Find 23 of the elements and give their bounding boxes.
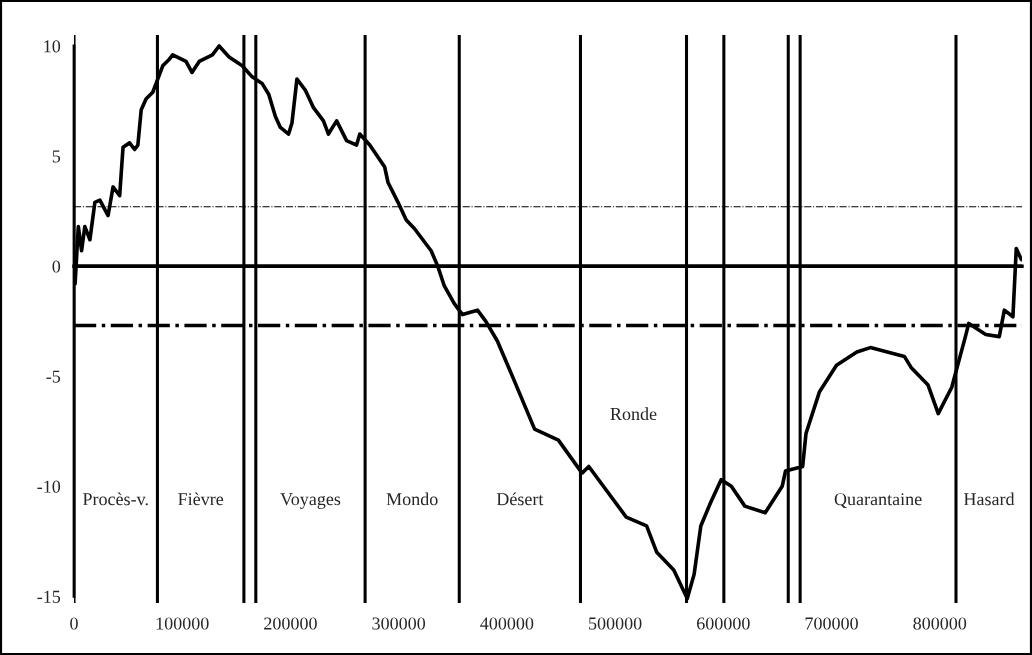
x-tick-label: 600000 bbox=[697, 617, 750, 630]
x-tick-label: 800000 bbox=[913, 617, 967, 630]
ref-line-label: Hasard bbox=[963, 492, 1015, 506]
ref-line-label: Désert bbox=[496, 492, 544, 506]
y-tick-label: -5 bbox=[46, 370, 61, 383]
x-tick-label: 700000 bbox=[805, 617, 858, 630]
ref-line-label: Mondo bbox=[386, 492, 438, 506]
x-tick-label: 200000 bbox=[264, 617, 317, 630]
ref-line-label: Procès-v. bbox=[82, 492, 148, 506]
ref-line-label: Fièvre bbox=[178, 492, 224, 506]
x-tick-label: 400000 bbox=[480, 617, 534, 630]
y-tick-label: 5 bbox=[52, 150, 61, 163]
x-tick-label: 100000 bbox=[156, 617, 209, 630]
y-tick-label: 10 bbox=[44, 40, 61, 53]
y-tick-label: -10 bbox=[37, 480, 61, 493]
x-tick-label: 300000 bbox=[372, 617, 426, 630]
ref-line-label: Quarantaine bbox=[834, 493, 922, 509]
x-tick-label: 500000 bbox=[589, 617, 642, 630]
ref-line-label: Ronde bbox=[610, 407, 657, 421]
y-tick-label: 0 bbox=[52, 260, 61, 273]
y-tick-label: -15 bbox=[37, 590, 61, 603]
ref-line-label: Voyages bbox=[280, 493, 341, 509]
x-tick-label: 0 bbox=[70, 617, 78, 630]
